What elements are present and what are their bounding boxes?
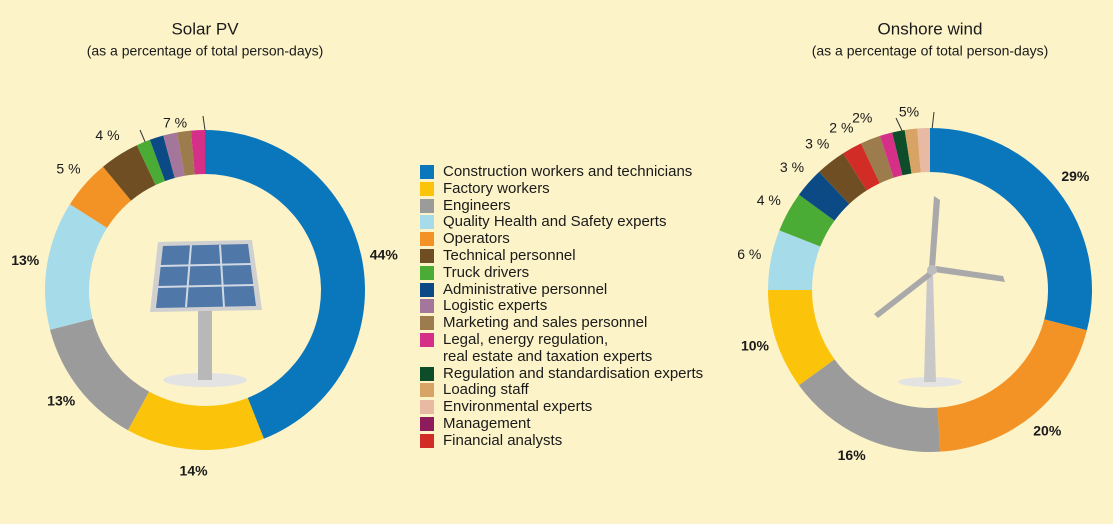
- legend-label: Operators: [443, 231, 510, 248]
- legend-item: Logistic experts: [420, 298, 703, 315]
- pie-slice: [128, 392, 264, 450]
- legend-item: Technical personnel: [420, 248, 703, 265]
- legend-swatch: [420, 367, 434, 381]
- value-label: 13%: [47, 392, 76, 408]
- legend-swatch: [420, 299, 434, 313]
- legend-swatch: [420, 434, 434, 448]
- pie-slice: [937, 319, 1087, 451]
- legend-swatch: [420, 417, 434, 431]
- value-label: 6 %: [737, 246, 761, 262]
- legend-item: Engineers: [420, 198, 703, 215]
- legend-label: Financial analysts: [443, 433, 562, 450]
- pie-slice: [45, 204, 107, 330]
- legend-swatch: [420, 199, 434, 213]
- legend-item: Administrative personnel: [420, 282, 703, 299]
- value-label: 44%: [370, 247, 399, 263]
- legend-label: Logistic experts: [443, 298, 547, 315]
- legend-swatch: [420, 283, 434, 297]
- legend-item: Loading staff: [420, 382, 703, 399]
- page: Solar PV (as a percentage of total person…: [0, 0, 1113, 524]
- legend-swatch: [420, 316, 434, 330]
- legend-label: Truck drivers: [443, 265, 529, 282]
- legend-label: Loading staff: [443, 382, 529, 399]
- legend-label: Administrative personnel: [443, 282, 607, 299]
- value-label: 13%: [11, 252, 40, 268]
- value-label: 3 %: [780, 159, 804, 175]
- legend-swatch: [420, 400, 434, 414]
- legend-swatch: [420, 232, 434, 246]
- legend-label: Quality Health and Safety experts: [443, 214, 666, 231]
- legend-swatch: [420, 182, 434, 196]
- value-label: 5 %: [56, 160, 80, 176]
- legend-item: Truck drivers: [420, 265, 703, 282]
- legend-item: Marketing and sales personnel: [420, 315, 703, 332]
- value-label: 16%: [838, 447, 867, 463]
- value-label: 20%: [1033, 422, 1062, 438]
- pie-slice: [799, 359, 940, 452]
- legend-label: Marketing and sales personnel: [443, 315, 647, 332]
- legend-label: Legal, energy regulation, real estate an…: [443, 332, 652, 366]
- legend-label: Construction workers and technicians: [443, 164, 692, 181]
- value-label: 4 %: [95, 127, 119, 143]
- legend-label: Factory workers: [443, 181, 550, 198]
- legend-label: Environmental experts: [443, 399, 592, 416]
- group-label: 7 %: [163, 115, 187, 131]
- legend-swatch: [420, 383, 434, 397]
- legend-label: Management: [443, 416, 531, 433]
- legend-swatch: [420, 266, 434, 280]
- chart-title: Solar PV: [171, 19, 239, 38]
- legend-item: Regulation and standardisation experts: [420, 366, 703, 383]
- legend-item: Construction workers and technicians: [420, 164, 703, 181]
- legend-swatch: [420, 165, 434, 179]
- legend-item: Financial analysts: [420, 433, 703, 450]
- legend-swatch: [420, 215, 434, 229]
- legend-label: Engineers: [443, 198, 511, 215]
- legend-swatch: [420, 249, 434, 263]
- pie-slice: [930, 128, 1092, 330]
- legend-item: Factory workers: [420, 181, 703, 198]
- solar-panel-icon: [150, 240, 262, 387]
- legend-item: Quality Health and Safety experts: [420, 214, 703, 231]
- legend-swatch: [420, 333, 434, 347]
- pie-slice: [50, 319, 149, 430]
- chart-subtitle: (as a percentage of total person-days): [87, 43, 324, 59]
- legend-item: Operators: [420, 231, 703, 248]
- legend-item: Management: [420, 416, 703, 433]
- value-label: 4 %: [757, 192, 781, 208]
- legend-item: Legal, energy regulation, real estate an…: [420, 332, 703, 366]
- chart-subtitle: (as a percentage of total person-days): [812, 43, 1049, 59]
- chart-title: Onshore wind: [878, 19, 983, 38]
- value-label: 29%: [1061, 168, 1090, 184]
- value-label: 2 %: [829, 119, 853, 135]
- group-label: 5%: [899, 104, 919, 120]
- value-label: 10%: [741, 338, 770, 354]
- wind-turbine-icon: [874, 196, 1005, 387]
- value-label: 2%: [852, 110, 872, 126]
- value-label: 14%: [180, 462, 209, 478]
- legend-label: Regulation and standardisation experts: [443, 366, 703, 383]
- value-label: 3 %: [805, 135, 829, 151]
- legend-item: Environmental experts: [420, 399, 703, 416]
- legend-label: Technical personnel: [443, 248, 576, 265]
